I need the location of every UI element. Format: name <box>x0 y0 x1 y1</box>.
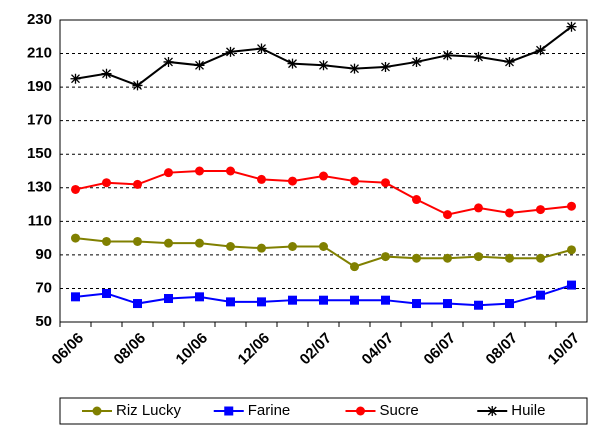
marker <box>350 295 359 305</box>
marker <box>319 242 328 251</box>
marker <box>412 195 421 205</box>
marker <box>257 297 266 307</box>
marker <box>102 178 111 188</box>
marker <box>474 300 483 310</box>
x-tick-label: 12/06 <box>235 330 274 369</box>
marker <box>194 60 205 71</box>
marker <box>566 21 577 32</box>
marker <box>536 290 545 300</box>
marker <box>318 60 329 71</box>
legend-label: Farine <box>248 402 291 419</box>
marker <box>257 174 266 184</box>
marker <box>319 295 328 305</box>
marker <box>412 253 421 263</box>
marker <box>133 236 142 246</box>
marker <box>473 51 484 62</box>
x-tick-label: 06/06 <box>49 330 88 369</box>
marker <box>349 63 360 74</box>
marker <box>132 80 143 91</box>
marker <box>411 56 422 67</box>
marker <box>381 252 390 262</box>
marker <box>474 203 483 213</box>
y-tick-label: 210 <box>27 45 52 62</box>
marker <box>288 295 297 305</box>
marker <box>350 176 359 186</box>
marker <box>536 205 545 215</box>
marker <box>226 242 235 251</box>
marker <box>102 288 111 298</box>
marker <box>287 58 298 69</box>
marker <box>487 406 498 416</box>
y-tick-label: 110 <box>28 212 52 229</box>
marker <box>443 299 452 309</box>
x-tick-label: 10/07 <box>545 330 584 369</box>
marker <box>536 253 545 263</box>
marker <box>288 176 297 186</box>
marker <box>288 242 297 251</box>
marker <box>102 236 111 246</box>
marker <box>164 168 173 178</box>
y-tick-label: 230 <box>27 11 52 28</box>
marker <box>567 280 576 290</box>
marker <box>474 252 483 262</box>
legend: Riz Lucky Farine Sucre Huile <box>59 397 588 425</box>
marker <box>164 294 173 304</box>
marker <box>356 406 365 416</box>
y-tick-label: 90 <box>35 246 52 263</box>
marker <box>567 245 576 255</box>
marker <box>133 179 142 189</box>
x-tick-label: 04/07 <box>359 330 398 369</box>
x-tick-label: 08/07 <box>483 330 522 369</box>
marker <box>257 243 266 253</box>
y-tick-label: 190 <box>27 78 52 95</box>
marker <box>504 56 515 67</box>
marker <box>71 292 80 302</box>
marker <box>381 295 390 305</box>
plot-frame <box>59 19 588 323</box>
marker <box>92 406 102 416</box>
y-tick-label: 130 <box>27 179 52 196</box>
marker <box>535 45 546 56</box>
x-tick-label: 10/06 <box>173 330 212 369</box>
marker <box>443 253 452 263</box>
marker <box>226 297 235 307</box>
legend-label: Riz Lucky <box>116 402 182 419</box>
x-tick-label: 02/07 <box>297 330 336 369</box>
marker <box>505 253 514 263</box>
legend-label: Huile <box>511 402 545 419</box>
marker <box>256 43 267 54</box>
marker <box>505 208 514 218</box>
x-tick-label: 08/06 <box>111 330 150 369</box>
y-tick-label: 170 <box>27 112 52 129</box>
marker <box>443 210 452 220</box>
marker <box>195 238 204 248</box>
marker <box>350 262 359 272</box>
marker <box>224 406 234 416</box>
legend-label: Sucre <box>380 402 419 419</box>
marker <box>412 299 421 309</box>
marker <box>195 166 204 176</box>
marker <box>319 171 328 181</box>
y-tick-label: 70 <box>35 279 52 296</box>
marker <box>381 178 390 188</box>
marker <box>505 299 514 309</box>
marker <box>101 68 112 79</box>
marker <box>164 238 173 248</box>
marker <box>71 233 80 243</box>
marker <box>70 73 81 84</box>
marker <box>133 299 142 309</box>
marker <box>225 46 236 57</box>
marker <box>71 184 80 194</box>
marker <box>226 166 235 176</box>
x-tick-label: 06/07 <box>421 330 460 369</box>
marker <box>442 50 453 61</box>
y-tick-label: 150 <box>27 145 52 162</box>
marker <box>163 56 174 67</box>
marker <box>567 201 576 211</box>
y-tick-label: 50 <box>35 313 52 330</box>
marker <box>195 292 204 302</box>
marker <box>380 61 391 72</box>
series-line <box>75 25 573 87</box>
